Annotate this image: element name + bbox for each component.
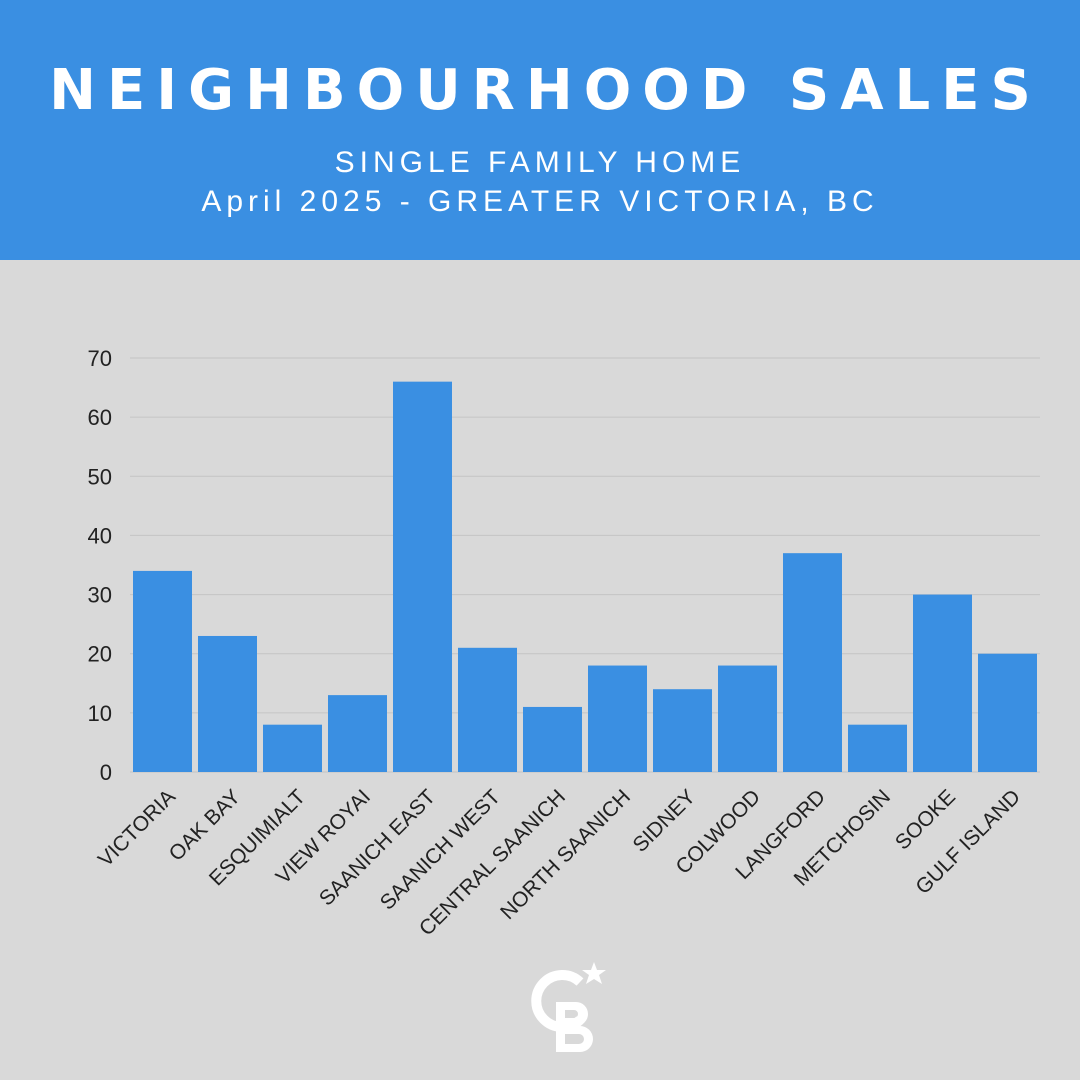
bar-view-royai <box>328 695 387 772</box>
bar-sidney <box>653 689 712 772</box>
bar-victoria <box>133 570 192 772</box>
header-banner: NEIGHBOURHOOD SALES SINGLE FAMILY HOME A… <box>0 0 1080 260</box>
x-tick-label: SAANICH EAST <box>315 785 440 910</box>
bar-saanich-east <box>393 381 452 772</box>
bar-gulf-island <box>978 653 1037 772</box>
y-tick-label: 10 <box>88 701 112 726</box>
bar-metchosin <box>848 724 907 772</box>
y-tick-label: 40 <box>88 523 112 548</box>
bar-central-saanich <box>523 706 582 772</box>
subtitle-date-region: April 2025 - GREATER VICTORIA, BC <box>201 185 879 218</box>
x-tick-label: VICTORIA <box>94 785 180 871</box>
bar-esquimialt <box>263 724 322 772</box>
bar-oak-bay <box>198 635 257 772</box>
bar-langford <box>783 553 842 772</box>
x-tick-label: NORTH SAANICH <box>496 785 635 924</box>
y-tick-label: 70 <box>88 346 112 371</box>
bar-saanich-west <box>458 647 517 772</box>
y-tick-label: 60 <box>88 405 112 430</box>
bar-colwood <box>718 665 777 772</box>
bar-north-saanich <box>588 665 647 772</box>
y-tick-label: 20 <box>88 642 112 667</box>
y-tick-label: 30 <box>88 583 112 608</box>
y-tick-label: 0 <box>100 760 112 785</box>
y-tick-label: 50 <box>88 464 112 489</box>
page-title: NEIGHBOURHOOD SALES <box>49 58 1042 123</box>
coldwell-banker-logo-icon <box>518 958 614 1058</box>
x-tick-label: SAANICH WEST <box>376 785 505 914</box>
bar-sooke <box>913 594 972 772</box>
subtitle-property-type: SINGLE FAMILY HOME <box>334 146 746 179</box>
